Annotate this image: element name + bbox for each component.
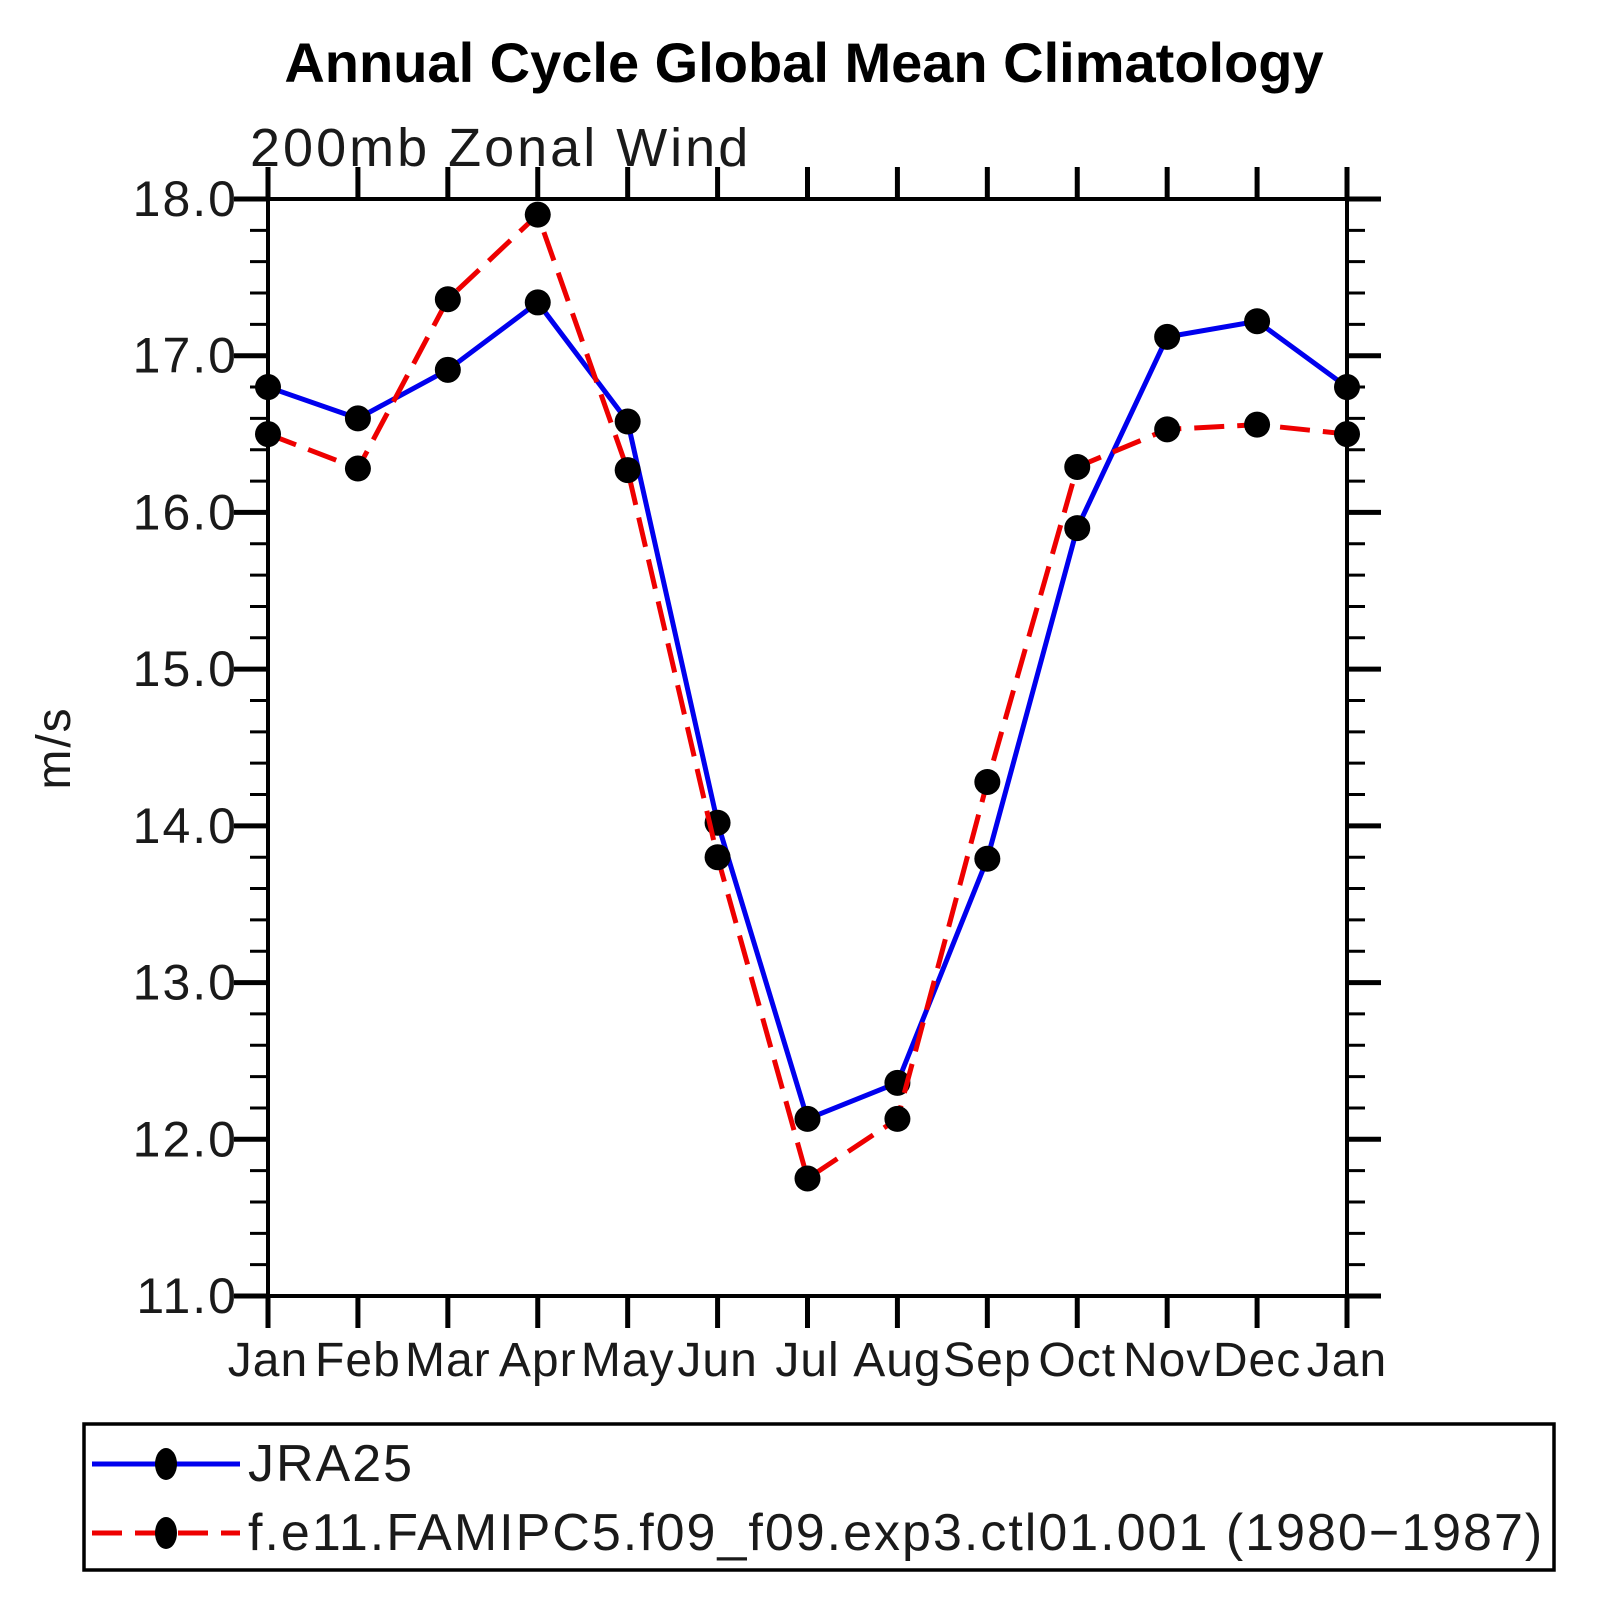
series-marker-1 [434, 286, 461, 313]
x-tick-label: Jan [228, 1334, 308, 1387]
chart-title: Annual Cycle Global Mean Climatology [284, 31, 1323, 94]
series-marker-0 [614, 408, 641, 435]
series-marker-1 [1154, 416, 1181, 443]
series-marker-1 [614, 457, 641, 484]
series-line-0 [267, 298, 1349, 1123]
series-marker-0 [1064, 515, 1091, 542]
series-marker-1 [794, 1165, 821, 1192]
y-tick-label: 18.0 [133, 171, 238, 227]
series-marker-0 [1244, 308, 1271, 335]
x-tick-label: Jun [677, 1334, 757, 1387]
y-tick-label: 13.0 [133, 955, 238, 1011]
x-tick-label: May [581, 1334, 675, 1387]
y-tick-label: 12.0 [133, 1111, 238, 1167]
legend-label-0: JRA25 [248, 1435, 414, 1493]
y-axis-label: m/s [28, 706, 81, 789]
x-tick-label: Oct [1038, 1334, 1116, 1387]
plot-series [255, 201, 1360, 1192]
y-tick-label: 17.0 [133, 328, 238, 384]
series-marker-0 [255, 374, 281, 401]
y-tick-label: 11.0 [136, 1268, 238, 1324]
legend-label-1: f.e11.FAMIPC5.f09_f09.exp3.ctl01.001 (19… [248, 1504, 1544, 1562]
x-tick-label: Sep [943, 1334, 1031, 1387]
chart-subtitle: 200mb Zonal Wind [250, 118, 751, 178]
series-marker-0 [794, 1105, 821, 1132]
legend-marker-0 [155, 1448, 177, 1480]
series-marker-1 [1334, 421, 1360, 448]
legend: JRA25 f.e11.FAMIPC5.f09_f09.exp3.ctl01.00… [82, 1422, 1556, 1572]
series-marker-1 [524, 201, 551, 228]
series-marker-0 [974, 845, 1001, 872]
x-tick-label: Nov [1123, 1334, 1211, 1387]
x-tick-label: Jul [775, 1334, 839, 1387]
series-marker-1 [255, 421, 281, 448]
series-marker-1 [344, 455, 371, 482]
x-tick-label: Mar [405, 1334, 491, 1387]
x-tick-label: Dec [1213, 1334, 1301, 1387]
x-tick-label: Apr [499, 1334, 577, 1387]
series-marker-1 [1244, 411, 1271, 438]
series-marker-0 [344, 405, 371, 432]
legend-box [82, 1422, 1556, 1572]
series-marker-0 [434, 356, 461, 383]
series-marker-1 [704, 844, 731, 871]
y-tick-label: 14.0 [133, 798, 238, 854]
series-marker-1 [1064, 453, 1091, 480]
series-marker-1 [884, 1105, 911, 1132]
series-marker-0 [1334, 374, 1360, 401]
x-tick-label: Feb [315, 1334, 401, 1387]
series-line-1 [267, 210, 1348, 1183]
legend-marker-1 [155, 1517, 177, 1549]
y-tick-label: 16.0 [133, 484, 238, 540]
series-marker-1 [974, 768, 1001, 795]
series-marker-0 [1154, 323, 1181, 350]
x-tick-label: Aug [853, 1334, 941, 1387]
x-tick-label: Jan [1307, 1334, 1387, 1387]
y-tick-label: 15.0 [133, 641, 238, 697]
series-marker-0 [524, 289, 551, 316]
